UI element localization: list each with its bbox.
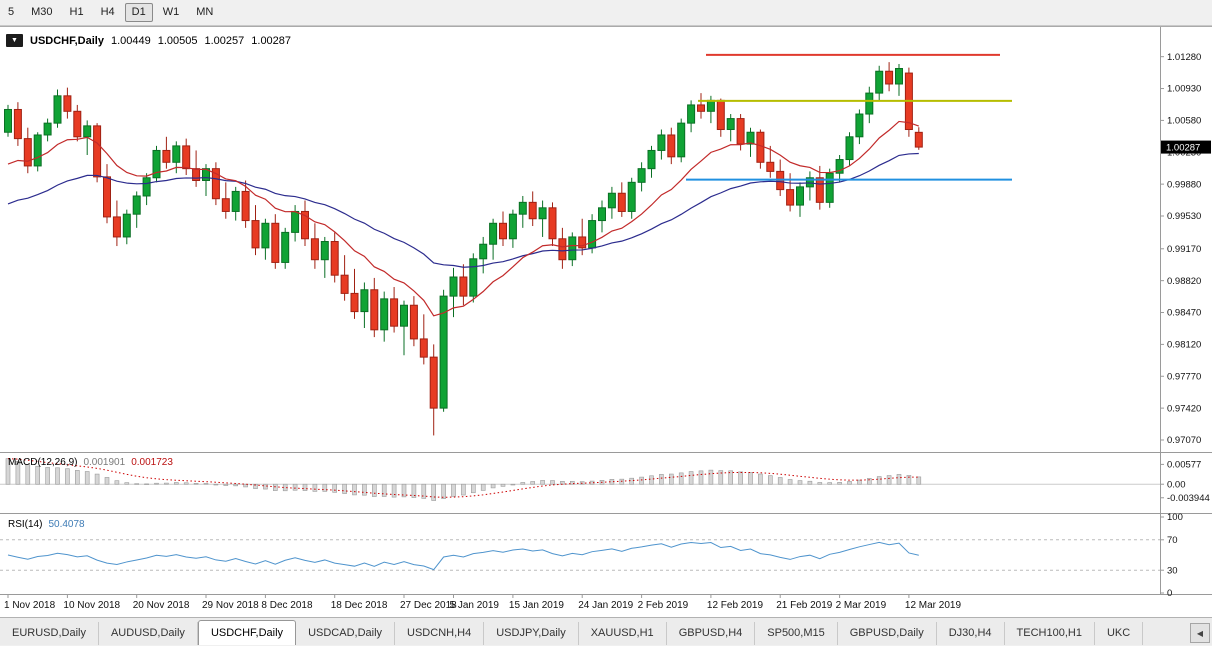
- macd-value: 0.001901: [83, 457, 126, 468]
- ma-fast-line: [7, 120, 919, 317]
- tab-tech100-h1[interactable]: TECH100,H1: [1005, 622, 1095, 645]
- current-price-tag: 1.00287: [1161, 140, 1211, 154]
- svg-text:0.98470: 0.98470: [1167, 308, 1201, 319]
- chart-symbol-label: USDCHF,Daily: [30, 34, 104, 47]
- trendline-objects: [686, 53, 1012, 181]
- time-axis: 1 Nov 2018 10 Nov 2018 20 Nov 2018 29 Nov 2…: [4, 594, 961, 611]
- tab-scroll-left-button[interactable]: ◀: [1190, 623, 1210, 643]
- period-button-h4[interactable]: H4: [100, 6, 115, 18]
- svg-text:29 Nov 2018: 29 Nov 2018: [202, 600, 259, 611]
- period-button-d1[interactable]: D1: [124, 3, 153, 22]
- svg-text:30: 30: [1167, 565, 1178, 576]
- tab-audusd-daily[interactable]: AUDUSD,Daily: [99, 622, 198, 645]
- rsi-panel: [0, 539, 1160, 571]
- svg-text:10 Nov 2018: 10 Nov 2018: [63, 600, 120, 611]
- ohlc-high: 1.00505: [157, 34, 198, 47]
- svg-text:0.99170: 0.99170: [1167, 244, 1201, 255]
- tab-dj30-h4[interactable]: DJ30,H4: [937, 622, 1005, 645]
- tab-xauusd-h1[interactable]: XAUUSD,H1: [579, 622, 667, 645]
- tab-eurusd-daily[interactable]: EURUSD,Daily: [0, 622, 99, 645]
- svg-text:0: 0: [1167, 588, 1172, 599]
- chart-window: 1.012801.009301.005801.002300.998800.995…: [0, 26, 1212, 617]
- svg-text:0.98120: 0.98120: [1167, 340, 1201, 351]
- svg-text:100: 100: [1167, 512, 1183, 523]
- rsi-value: 50.4078: [48, 519, 85, 530]
- svg-text:0.97770: 0.97770: [1167, 371, 1201, 382]
- svg-text:20 Nov 2018: 20 Nov 2018: [133, 600, 190, 611]
- svg-text:2 Feb 2019: 2 Feb 2019: [638, 600, 689, 611]
- chart-header: ▼ USDCHF,Daily 1.00449 1.00505 1.00257 1…: [6, 34, 291, 47]
- svg-text:1 Nov 2018: 1 Nov 2018: [4, 600, 56, 611]
- svg-text:24 Jan 2019: 24 Jan 2019: [578, 600, 633, 611]
- svg-text:12 Mar 2019: 12 Mar 2019: [905, 600, 962, 611]
- svg-text:8 Dec 2018: 8 Dec 2018: [261, 600, 313, 611]
- chart-tab-bar: EURUSD,Daily AUDUSD,Daily USDCHF,Daily U…: [0, 617, 1212, 645]
- tab-ukc[interactable]: UKC: [1095, 622, 1144, 645]
- macd-axis: 0.00577 0.00 -0.003944: [1160, 460, 1210, 504]
- svg-text:70: 70: [1167, 535, 1178, 546]
- ohlc-low: 1.00257: [204, 34, 245, 47]
- chart-frame: [0, 27, 1212, 595]
- candles-layer: [4, 62, 923, 436]
- svg-text:27 Dec 2018: 27 Dec 2018: [400, 600, 457, 611]
- macd-panel: [0, 458, 1160, 501]
- price-axis: 1.012801.009301.005801.002300.998800.995…: [1160, 52, 1201, 446]
- svg-text:0.00: 0.00: [1167, 479, 1186, 490]
- macd-name: MACD(12,26,9): [8, 457, 78, 468]
- svg-text:0.98820: 0.98820: [1167, 276, 1201, 287]
- ohlc-open: 1.00449: [110, 34, 151, 47]
- svg-text:2 Mar 2019: 2 Mar 2019: [836, 600, 887, 611]
- rsi-name: RSI(14): [8, 519, 43, 530]
- rsi-axis: 100 70 30 0: [1160, 512, 1183, 599]
- tab-gbpusd-h4[interactable]: GBPUSD,H4: [667, 622, 756, 645]
- ohlc-close: 1.00287: [251, 34, 292, 47]
- svg-text:12 Feb 2019: 12 Feb 2019: [707, 600, 764, 611]
- tab-usdjpy-daily[interactable]: USDJPY,Daily: [484, 622, 579, 645]
- period-button-w1[interactable]: W1: [162, 6, 180, 18]
- tab-usdchf-daily[interactable]: USDCHF,Daily: [197, 620, 297, 645]
- macd-indicator-label: MACD(12,26,9) 0.001901 0.001723: [8, 457, 173, 468]
- svg-text:0.97070: 0.97070: [1167, 435, 1201, 446]
- macd-signal-value: 0.001723: [131, 457, 173, 468]
- period-button-h1[interactable]: H1: [69, 6, 84, 18]
- svg-text:0.99530: 0.99530: [1167, 211, 1201, 222]
- svg-text:15 Jan 2019: 15 Jan 2019: [509, 600, 564, 611]
- tab-usdcnh-h4[interactable]: USDCNH,H4: [395, 622, 485, 645]
- svg-text:1.00580: 1.00580: [1167, 116, 1201, 127]
- tab-gbpusd-daily[interactable]: GBPUSD,Daily: [838, 622, 937, 645]
- tab-usdcad-daily[interactable]: USDCAD,Daily: [296, 622, 396, 645]
- svg-text:1.00930: 1.00930: [1167, 84, 1201, 95]
- period-button-mn[interactable]: MN: [196, 6, 214, 18]
- period-button-m5[interactable]: 5: [8, 6, 15, 18]
- svg-text:18 Dec 2018: 18 Dec 2018: [331, 600, 388, 611]
- ma-slow-line: [7, 152, 919, 268]
- period-button-m30[interactable]: M30: [31, 6, 53, 18]
- rsi-indicator-label: RSI(14) 50.4078: [8, 519, 85, 530]
- period-toolbar: 5 M30 H1 H4 D1 W1 MN: [0, 0, 1212, 26]
- tab-sp500-m15[interactable]: SP500,M15: [755, 622, 838, 645]
- one-click-trading-icon[interactable]: ▼: [6, 34, 23, 47]
- svg-text:0.97420: 0.97420: [1167, 403, 1201, 414]
- svg-text:1.00287: 1.00287: [1166, 142, 1200, 153]
- svg-text:1.01280: 1.01280: [1167, 52, 1201, 63]
- svg-text:0.00577: 0.00577: [1167, 460, 1201, 471]
- svg-text:0.99880: 0.99880: [1167, 179, 1201, 190]
- svg-text:21 Feb 2019: 21 Feb 2019: [776, 600, 833, 611]
- svg-text:-0.003944: -0.003944: [1167, 493, 1210, 504]
- price-chart-canvas[interactable]: 1.012801.009301.005801.002300.998800.995…: [0, 27, 1212, 618]
- svg-text:5 Jan 2019: 5 Jan 2019: [450, 600, 500, 611]
